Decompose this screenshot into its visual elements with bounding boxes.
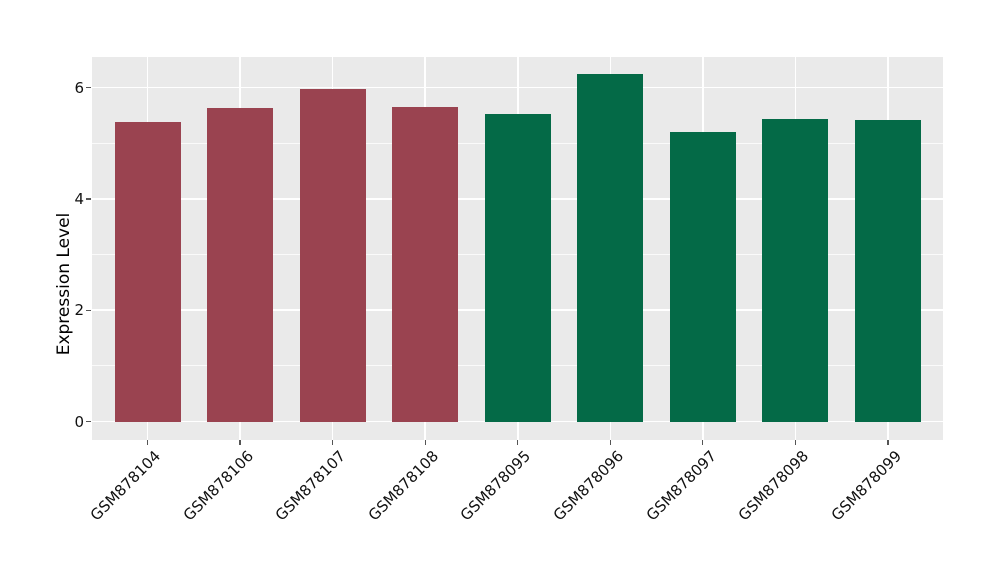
- x-tick-mark-GSM878097: [702, 440, 704, 445]
- gridline-major-y6: [92, 86, 943, 89]
- x-tick-mark-GSM878096: [609, 440, 611, 445]
- x-tick-label-GSM878104: GSM878104: [86, 447, 165, 525]
- x-tick-mark-GSM878099: [887, 440, 889, 445]
- x-tick-label-GSM878106: GSM878106: [179, 447, 257, 525]
- bar-GSM878106: [207, 107, 274, 422]
- x-tick-label-GSM878098: GSM878098: [734, 447, 813, 525]
- x-tick-label-GSM878099: GSM878099: [827, 447, 905, 525]
- x-tick-mark-GSM878107: [332, 440, 334, 445]
- y-tick-label-4: 4: [74, 189, 84, 208]
- x-tick-label-GSM878107: GSM878107: [272, 447, 350, 525]
- bar-GSM878108: [392, 106, 459, 422]
- bar-GSM878096: [577, 73, 644, 422]
- y-tick-label-0: 0: [74, 412, 84, 431]
- x-tick-mark-GSM878095: [517, 440, 519, 445]
- bar-GSM878097: [669, 131, 736, 422]
- y-tick-mark-6: [86, 87, 91, 89]
- bar-GSM878095: [484, 113, 551, 422]
- bar-GSM878099: [854, 120, 921, 422]
- x-tick-label-GSM878095: GSM878095: [457, 447, 535, 525]
- y-tick-mark-2: [86, 309, 91, 311]
- bar-GSM878107: [299, 88, 366, 422]
- bar-GSM878104: [114, 121, 181, 422]
- y-tick-mark-0: [86, 421, 91, 423]
- gridline-major-y0: [92, 420, 943, 423]
- bar-GSM878098: [762, 119, 829, 422]
- y-tick-label-6: 6: [74, 78, 84, 97]
- y-axis-title: Expression Level: [54, 212, 74, 356]
- plot-panel: [92, 57, 943, 440]
- x-tick-label-GSM878108: GSM878108: [364, 447, 442, 525]
- x-tick-mark-GSM878108: [424, 440, 426, 445]
- y-tick-label-2: 2: [74, 301, 84, 320]
- x-tick-label-GSM878097: GSM878097: [642, 447, 720, 525]
- y-tick-mark-4: [86, 198, 91, 200]
- x-tick-mark-GSM878098: [794, 440, 796, 445]
- x-tick-mark-GSM878106: [239, 440, 241, 445]
- x-tick-mark-GSM878104: [146, 440, 149, 445]
- x-tick-label-GSM878096: GSM878096: [549, 447, 628, 525]
